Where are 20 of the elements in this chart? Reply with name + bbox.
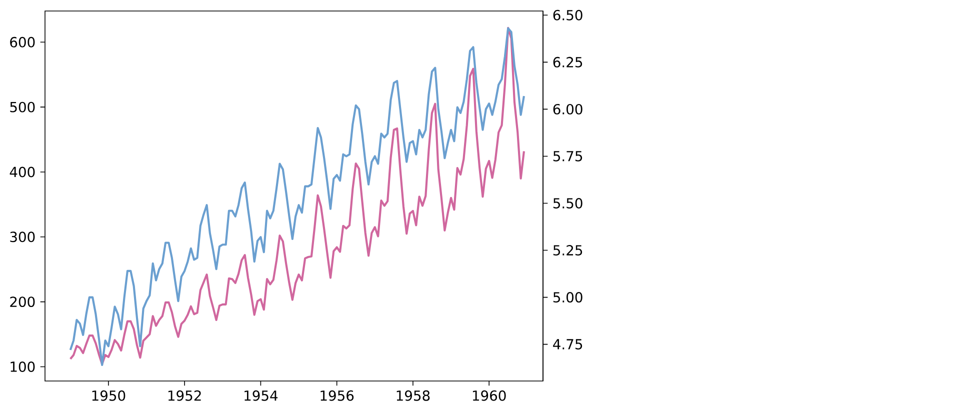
y-tick-label: 300 — [10, 232, 35, 242]
x-tick-label: 1956 — [320, 390, 354, 401]
y2-tick-label: 6.50 — [553, 10, 582, 20]
x-tick-label: 1954 — [244, 390, 278, 401]
y2-tick-label: 6.00 — [553, 104, 582, 114]
y-tick-label: 200 — [10, 296, 35, 308]
y2-tick-label: 5.50 — [553, 198, 582, 208]
x-tick-label: 1952 — [168, 390, 201, 401]
x-tick-label: 1950 — [92, 390, 126, 401]
y-tick-label: 600 — [10, 36, 35, 48]
y2-tick-label: 4.75 — [553, 339, 582, 350]
y-tick-label: 500 — [10, 102, 35, 112]
y2-tick-label: 5.75 — [553, 151, 582, 162]
y2-tick-label: 5.00 — [553, 292, 582, 303]
y2-tick-label: 6.25 — [553, 56, 582, 68]
y-tick-label: 400 — [10, 166, 35, 178]
y2-tick-label: 5.25 — [553, 245, 582, 256]
x-tick-label: 1958 — [396, 390, 430, 401]
y-tick-label: 100 — [10, 361, 35, 372]
x-tick-label: 1960 — [472, 390, 506, 401]
